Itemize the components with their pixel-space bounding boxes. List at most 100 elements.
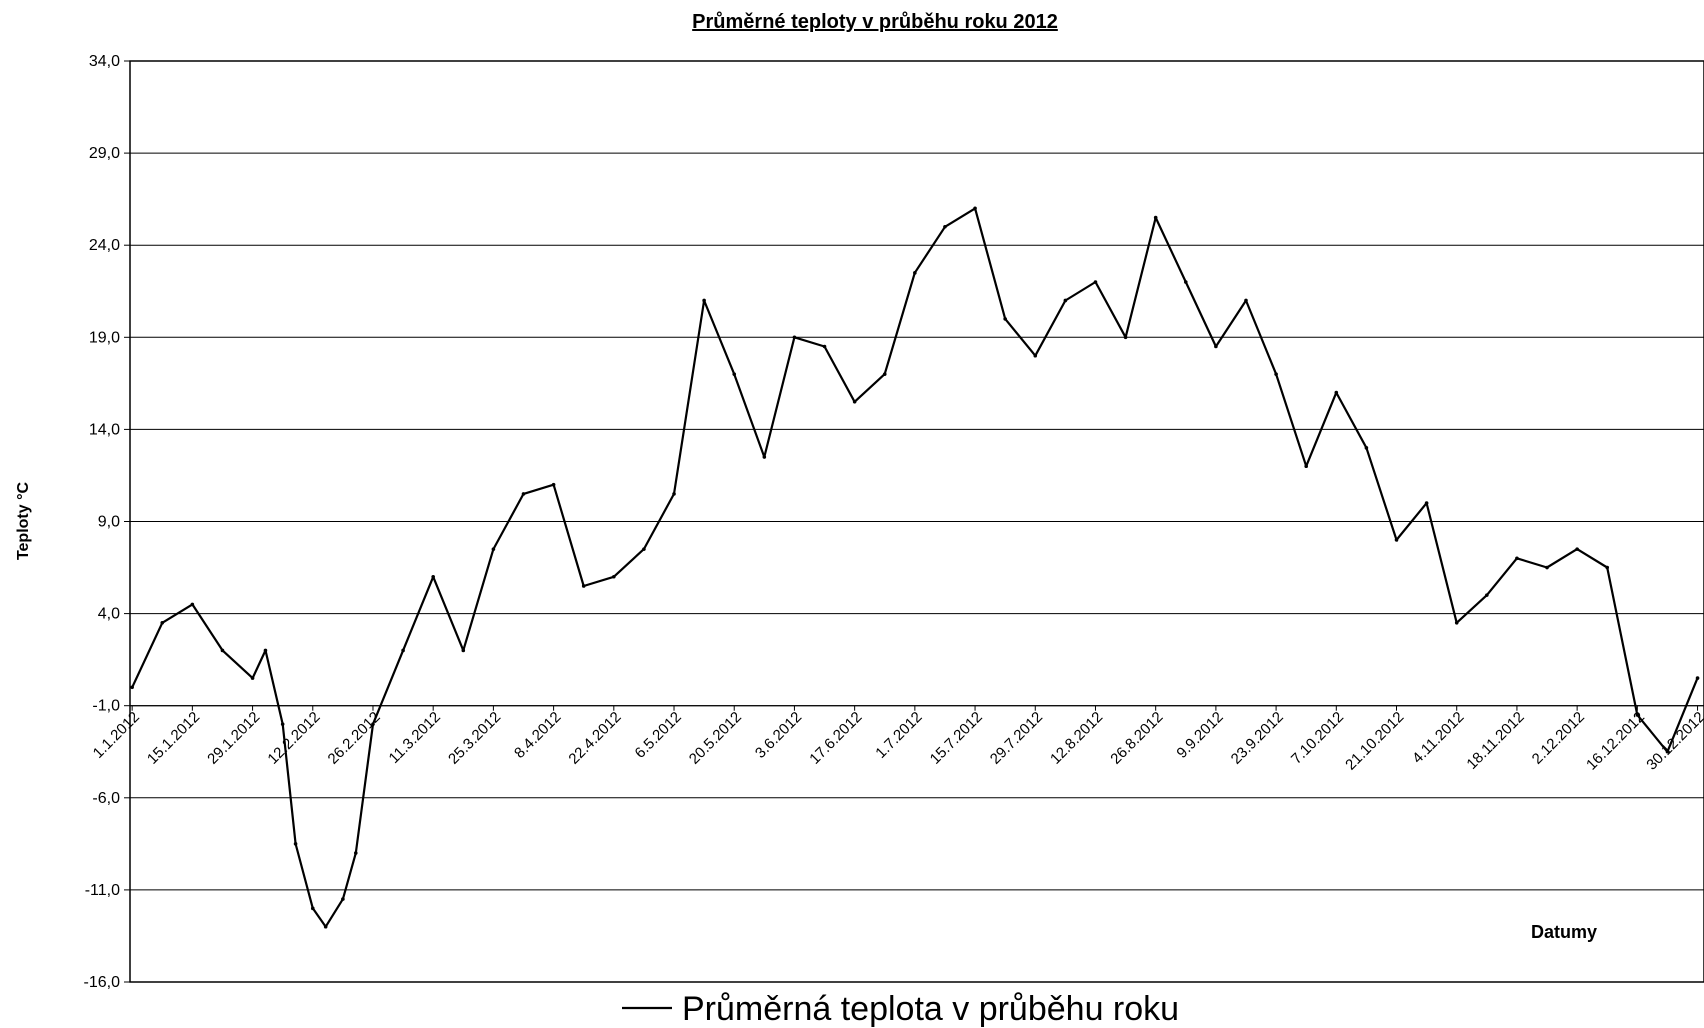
- data-point: [1183, 280, 1188, 284]
- y-tick-label: -11,0: [85, 882, 120, 899]
- data-point: [672, 492, 676, 496]
- data-point: [371, 722, 375, 726]
- data-point: [792, 335, 797, 340]
- data-point: [973, 206, 977, 211]
- data-point: [250, 676, 255, 680]
- x-tick-label: 9.9.2012: [1173, 709, 1226, 762]
- data-point: [882, 372, 887, 376]
- x-tick-label: 18.11.2012: [1463, 709, 1527, 773]
- x-axis-label: Datumy: [1531, 922, 1597, 942]
- data-point: [130, 685, 134, 690]
- x-tick-label: 21.10.2012: [1342, 709, 1407, 774]
- x-tick-label: 22.4.2012: [565, 709, 624, 768]
- x-axis-ticks: 1.1.2012 15.1.2012 29.1.2012 12.2.2012 26.2.…: [90, 705, 1704, 774]
- x-tick-label: 25.3.2012: [445, 709, 504, 768]
- y-tick-label: 9,0: [98, 514, 120, 531]
- data-point: [1665, 749, 1670, 754]
- y-tick-label: 29,0: [89, 145, 120, 162]
- data-point: [1454, 621, 1459, 625]
- y-tick-label: -6,0: [92, 790, 120, 807]
- data-point: [642, 547, 646, 551]
- x-tick-label: 6.5.2012: [632, 709, 685, 762]
- data-point: [323, 924, 328, 929]
- series-points: [130, 206, 1700, 929]
- data-point: [1093, 280, 1098, 284]
- data-point: [1695, 676, 1700, 680]
- data-point: [1485, 593, 1489, 597]
- data-point: [1394, 538, 1399, 542]
- y-tick-label: 19,0: [89, 329, 120, 346]
- data-point: [581, 584, 586, 588]
- x-tick-label: 17.6.2012: [806, 709, 865, 768]
- data-point: [1605, 565, 1610, 570]
- data-point: [1304, 464, 1308, 469]
- x-tick-label: 29.1.2012: [204, 709, 263, 768]
- x-tick-label: 12.2.2012: [264, 709, 323, 768]
- x-tick-label: 15.7.2012: [927, 709, 986, 768]
- data-point: [280, 722, 285, 726]
- data-point: [1424, 501, 1429, 505]
- legend: Průměrná teplota v průběhu roku: [622, 990, 1179, 1028]
- data-point: [1063, 298, 1068, 303]
- x-tick-label: 2.12.2012: [1529, 709, 1588, 768]
- data-point: [1274, 372, 1278, 376]
- data-point: [1003, 317, 1007, 321]
- data-point: [1334, 390, 1339, 395]
- data-point: [1153, 215, 1158, 220]
- data-point: [263, 648, 268, 653]
- data-point: [762, 455, 767, 459]
- x-tick-label: 8.4.2012: [511, 709, 564, 762]
- data-point: [943, 224, 947, 229]
- y-tick-label: -1,0: [92, 698, 120, 715]
- data-point: [341, 897, 345, 901]
- chart-title: Průměrné teploty v průběhu roku 2012: [692, 11, 1058, 33]
- data-point: [852, 399, 857, 404]
- data-point: [1364, 446, 1369, 450]
- y-tick-label: 14,0: [89, 421, 120, 438]
- data-point: [401, 648, 405, 653]
- y-axis-label: Teploty °C: [15, 482, 32, 561]
- x-tick-label: 30.12.2012: [1643, 709, 1704, 774]
- data-point: [353, 851, 358, 855]
- x-tick-label: 3.6.2012: [752, 709, 805, 762]
- data-point: [913, 271, 917, 275]
- legend-label: Průměrná teplota v průběhu roku: [682, 990, 1179, 1028]
- x-tick-label: 16.12.2012: [1583, 709, 1648, 774]
- x-tick-label: 29.7.2012: [987, 709, 1046, 768]
- data-point: [551, 482, 556, 487]
- data-point: [310, 906, 315, 911]
- x-tick-label: 4.11.2012: [1409, 709, 1467, 767]
- y-axis-ticks: -16,0 -11,0 -6,0 -1,0 4,0 9,0 14,0 19,0 24,0 29,0…: [84, 53, 130, 991]
- series-line-prumerna-teplota: [131, 207, 1699, 928]
- data-point: [190, 602, 195, 607]
- data-point: [1545, 565, 1549, 570]
- y-tick-label: 4,0: [98, 606, 120, 623]
- x-tick-label: 7.10.2012: [1288, 709, 1347, 768]
- x-tick-label: 11.3.2012: [386, 709, 444, 767]
- y-tick-label: 34,0: [89, 53, 120, 70]
- x-tick-label: 1.1.2012: [90, 709, 143, 762]
- data-point: [702, 298, 706, 303]
- data-point: [1244, 298, 1248, 303]
- data-point: [612, 574, 616, 579]
- data-point: [1635, 713, 1640, 717]
- data-point: [1515, 556, 1519, 561]
- data-point: [431, 574, 435, 579]
- data-point: [1575, 547, 1579, 551]
- y-tick-label: -16,0: [84, 974, 121, 991]
- data-point: [1123, 335, 1128, 340]
- x-tick-label: 26.8.2012: [1107, 709, 1166, 768]
- x-tick-label: 1.7.2012: [872, 709, 925, 762]
- data-point: [521, 492, 526, 496]
- x-tick-label: 20.5.2012: [686, 709, 745, 768]
- y-tick-label: 24,0: [89, 237, 120, 254]
- data-point: [220, 648, 225, 653]
- data-point: [822, 344, 827, 349]
- gridlines: [130, 60, 1704, 983]
- x-tick-label: 12.8.2012: [1047, 709, 1106, 768]
- data-point: [461, 648, 466, 653]
- data-point: [732, 372, 737, 376]
- data-point: [1214, 344, 1218, 349]
- x-tick-label: 23.9.2012: [1228, 709, 1287, 768]
